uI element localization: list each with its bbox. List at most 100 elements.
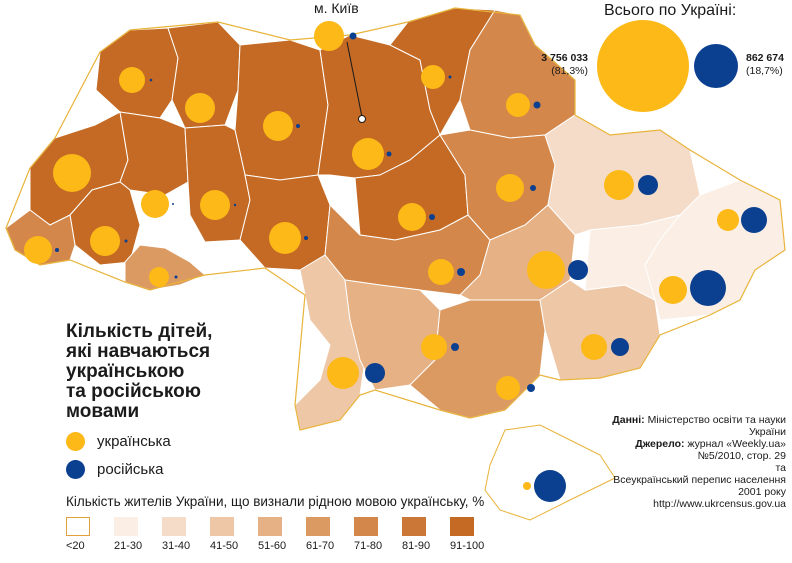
legend-russian-label: російська <box>97 461 164 478</box>
kirovohrad-ukrainian-bubble <box>428 259 454 285</box>
source-source-text: журнал «Weekly.ua» №5/2010, стор. 29 <box>687 438 786 462</box>
country-outline <box>5 7 786 431</box>
map-title: Кількість дітей, які навчаються українсь… <box>66 322 296 422</box>
kyiv-oblast-russian-bubble <box>386 151 392 157</box>
mykolaiv-ukrainian-bubble <box>421 334 447 360</box>
luhansk-ukrainian-bubble <box>717 209 739 231</box>
dnipropetrovsk-russian-bubble <box>568 260 588 280</box>
chernivtsi-ukrainian-bubble <box>149 267 169 287</box>
scale-swatch <box>258 517 282 536</box>
scale-label: 61-70 <box>306 540 335 552</box>
scale-label: <20 <box>66 540 85 552</box>
chernivtsi-russian-bubble <box>174 275 178 279</box>
chernihiv-ukrainian-bubble <box>421 65 445 89</box>
poltava-ukrainian-bubble <box>496 174 524 202</box>
bubbles <box>24 20 767 502</box>
zhytomyr-russian-bubble <box>296 124 300 128</box>
kirovohrad-russian-bubble <box>457 268 465 276</box>
scale-swatch <box>354 517 378 536</box>
sumy-russian-bubble <box>533 101 541 109</box>
zhytomyr-ukrainian-bubble <box>263 111 293 141</box>
scale-label: 41-50 <box>210 540 239 552</box>
scale-label: 91-100 <box>450 540 485 552</box>
volyn-russian-bubble <box>149 78 153 82</box>
scale-swatch <box>162 517 186 536</box>
kyiv-label: м. Київ <box>314 0 359 16</box>
scale-legend: <20 21-30 31-40 41-50 51-60 61-70 71-80 … <box>66 517 498 552</box>
kyiv-russian-bubble <box>349 32 357 40</box>
kyiv-pointer-marker <box>358 115 366 123</box>
kharkiv-ukrainian-bubble <box>604 170 634 200</box>
poltava-russian-bubble <box>530 185 536 191</box>
total-ukrainian-share: (81,3%) <box>551 65 588 77</box>
title-line-1: Кількість дітей, <box>66 321 213 342</box>
source-data-text: Міністерство освіти та науки України <box>647 414 786 438</box>
donetsk-ukrainian-bubble <box>659 276 687 304</box>
scale-class: 71-80 <box>354 517 402 552</box>
scale-class: 21-30 <box>114 517 162 552</box>
volyn-ukrainian-bubble <box>119 67 145 93</box>
kherson-ukrainian-bubble <box>496 376 520 400</box>
mykolaiv-russian-bubble <box>451 343 459 351</box>
source-url: http://www.ukrcensus.gov.ua <box>653 498 786 510</box>
scale-class: 81-90 <box>402 517 450 552</box>
luhansk-russian-bubble <box>741 207 767 233</box>
legend-russian: російська <box>66 460 163 479</box>
ternopil-russian-bubble <box>172 203 174 205</box>
total-russian-figures: 862 674 (18,7%) <box>746 52 792 78</box>
zakarpattia-russian-bubble <box>55 248 59 252</box>
scale-label: 31-40 <box>162 540 191 552</box>
title-line-4: та російською <box>66 381 201 402</box>
scale-label: 81-90 <box>402 540 431 552</box>
title-line-5: мовами <box>66 401 140 422</box>
ternopil-ukrainian-bubble <box>141 190 169 218</box>
sumy-ukrainian-bubble <box>506 93 530 117</box>
khmelnytskyi-ukrainian-bubble <box>200 190 230 220</box>
kherson-russian-bubble <box>527 384 535 392</box>
legend-ukrainian-label: українська <box>97 433 171 450</box>
lviv-ukrainian-bubble <box>53 154 91 192</box>
total-ukrainian-bubble <box>597 20 689 112</box>
vinnytsia-ukrainian-bubble <box>269 222 301 254</box>
total-russian-share: (18,7%) <box>746 65 783 77</box>
crimea-russian-bubble <box>534 470 566 502</box>
title-line-2: які навчаються <box>66 341 211 362</box>
ivano-frankivsk-ukrainian-bubble <box>90 226 120 256</box>
kyiv-pointer-line <box>346 41 363 118</box>
total-ukrainian-figures: 3 756 033 (81,3%) <box>532 52 588 78</box>
kyiv-ukrainian-bubble <box>314 21 344 51</box>
scale-title: Кількість жителів України, що визнали рі… <box>66 494 485 509</box>
total-heading: Всього по Україні: <box>604 2 737 19</box>
scale-class: 61-70 <box>306 517 354 552</box>
scale-swatch <box>210 517 234 536</box>
source-census: Всеукраїнський перепис населення 2001 ро… <box>613 474 786 498</box>
source-and: та <box>775 462 786 474</box>
scale-label: 21-30 <box>114 540 143 552</box>
kyiv-oblast-ukrainian-bubble <box>352 138 384 170</box>
scale-class: 31-40 <box>162 517 210 552</box>
dnipropetrovsk-ukrainian-bubble <box>527 251 565 289</box>
zaporizhzhia-ukrainian-bubble <box>581 334 607 360</box>
scale-swatch <box>306 517 330 536</box>
total-russian-value: 862 674 <box>746 52 784 64</box>
vinnytsia-russian-bubble <box>304 236 308 240</box>
total-ukrainian-value: 3 756 033 <box>541 52 588 64</box>
scale-swatch <box>450 517 474 536</box>
legend-ukrainian: українська <box>66 432 171 451</box>
total-russian-bubble <box>694 44 738 88</box>
chernihiv-russian-bubble <box>448 75 452 79</box>
scale-class: <20 <box>66 517 114 552</box>
odesa-ukrainian-bubble <box>327 357 359 389</box>
scale-class: 41-50 <box>210 517 258 552</box>
source-data-label: Данні: <box>612 414 645 426</box>
scale-label: 71-80 <box>354 540 383 552</box>
cherkasy-russian-bubble <box>429 214 435 220</box>
scale-swatch <box>66 517 90 536</box>
region-ivano-frankivsk <box>69 181 141 266</box>
odesa-russian-bubble <box>365 363 385 383</box>
ivano-frankivsk-russian-bubble <box>124 239 128 243</box>
source-note: Данні: Міністерство освіти та науки Укра… <box>596 414 786 510</box>
rivne-ukrainian-bubble <box>185 93 215 123</box>
crimea-ukrainian-bubble <box>523 482 531 490</box>
legend-russian-dot <box>66 460 85 479</box>
